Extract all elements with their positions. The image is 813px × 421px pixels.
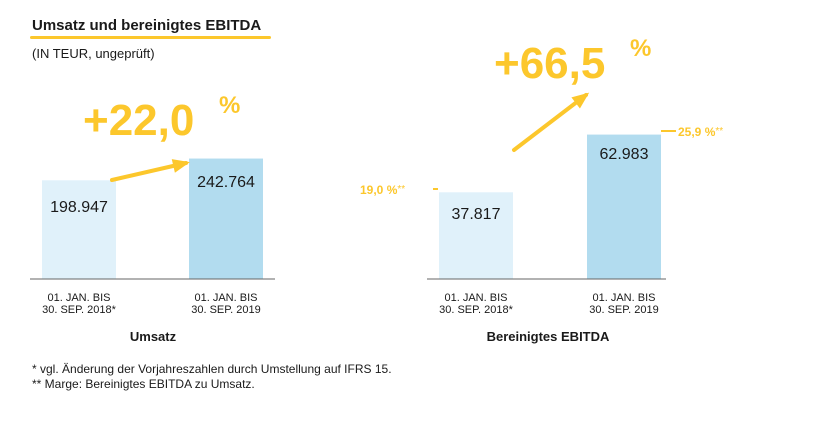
bar-value-label-1: 198.947 bbox=[50, 199, 108, 216]
bar-2 bbox=[587, 134, 661, 279]
growth-value: +22,0 bbox=[83, 96, 194, 145]
margin-value-2: 25,9 % bbox=[678, 125, 716, 139]
category-label-1-line-2: 30. SEP. 2018* bbox=[439, 304, 514, 316]
category-label-2-line-1: 01. JAN. BIS bbox=[195, 292, 258, 304]
growth-unit: % bbox=[630, 35, 651, 62]
page-title: Umsatz und bereinigtes EBITDA bbox=[32, 17, 262, 34]
category-label-2-line-2: 30. SEP. 2019 bbox=[589, 304, 659, 316]
footnote-1: * vgl. Änderung der Vorjahreszahlen durc… bbox=[32, 362, 392, 376]
bar-value-label-2: 62.983 bbox=[600, 146, 649, 163]
title-underline bbox=[30, 36, 271, 39]
page-subtitle: (IN TEUR, ungeprüft) bbox=[32, 46, 155, 61]
category-label-1-line-1: 01. JAN. BIS bbox=[445, 292, 508, 304]
growth-arrow-line bbox=[512, 93, 588, 152]
growth-arrow-head bbox=[571, 92, 590, 109]
growth-arrow-head bbox=[171, 159, 190, 173]
margin-value-1: 19,0 % bbox=[360, 183, 398, 197]
chart-title: Umsatz bbox=[130, 329, 177, 344]
bar-value-label-2: 242.764 bbox=[197, 174, 255, 191]
margin-label-2: 25,9 %** bbox=[678, 125, 723, 139]
category-label-1-line-2: 30. SEP. 2018* bbox=[42, 304, 117, 316]
bar-value-label-1: 37.817 bbox=[452, 206, 501, 223]
bar-1 bbox=[42, 180, 116, 279]
bar-1 bbox=[439, 192, 513, 279]
bar-2 bbox=[189, 158, 263, 279]
margin-label-1: 19,0 %** bbox=[360, 183, 405, 197]
category-label-2-line-2: 30. SEP. 2019 bbox=[191, 304, 261, 316]
category-label-1-line-1: 01. JAN. BIS bbox=[48, 292, 111, 304]
margin-mark-1: ** bbox=[397, 184, 405, 195]
margin-mark-2: ** bbox=[715, 126, 723, 137]
growth-value: +66,5 bbox=[494, 39, 605, 88]
footnote-2: ** Marge: Bereinigtes EBITDA zu Umsatz. bbox=[32, 377, 255, 391]
growth-unit: % bbox=[219, 92, 240, 119]
category-label-2-line-1: 01. JAN. BIS bbox=[593, 292, 656, 304]
chart-title: Bereinigtes EBITDA bbox=[487, 329, 610, 344]
